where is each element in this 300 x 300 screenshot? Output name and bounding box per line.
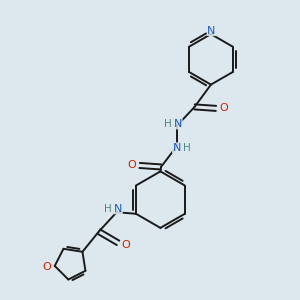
Text: H: H	[164, 119, 172, 129]
Text: N: N	[207, 26, 216, 35]
Text: O: O	[219, 103, 228, 113]
Text: N: N	[114, 204, 122, 214]
Text: N: N	[174, 119, 182, 129]
Text: O: O	[121, 240, 130, 250]
Text: H: H	[104, 204, 112, 214]
Text: N: N	[172, 143, 181, 153]
Text: O: O	[128, 160, 136, 170]
Text: O: O	[42, 262, 51, 272]
Text: H: H	[183, 143, 191, 153]
